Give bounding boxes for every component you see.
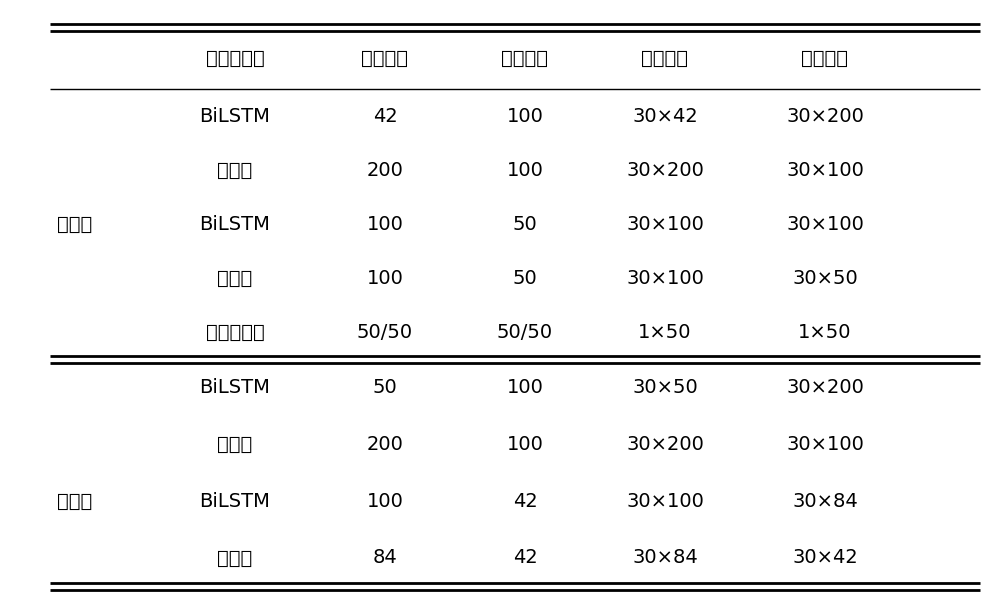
Text: 30×200: 30×200 [786,107,864,125]
Text: 50/50: 50/50 [497,323,553,341]
Text: 42: 42 [513,548,537,567]
Text: 30×200: 30×200 [626,435,704,454]
Text: 30×42: 30×42 [792,548,858,567]
Text: 30×100: 30×100 [786,215,864,233]
Text: 30×100: 30×100 [786,435,864,454]
Text: 50: 50 [373,378,397,397]
Text: 30×50: 30×50 [792,269,858,287]
Text: 线性层: 线性层 [217,161,253,179]
Text: 30×100: 30×100 [626,492,704,511]
Text: BiLSTM: BiLSTM [200,107,270,125]
Text: 30×100: 30×100 [626,215,704,233]
Text: 100: 100 [507,161,543,179]
Text: 50: 50 [513,269,537,287]
Text: 100: 100 [507,435,543,454]
Text: 输入大小: 输入大小 [642,49,688,68]
Text: 重参数化层: 重参数化层 [206,323,264,341]
Text: 30×200: 30×200 [626,161,704,179]
Text: 30×84: 30×84 [792,492,858,511]
Text: 1×50: 1×50 [798,323,852,341]
Text: 输入维度: 输入维度 [362,49,409,68]
Text: 100: 100 [507,378,543,397]
Text: 30×100: 30×100 [626,269,704,287]
Text: 输出大小: 输出大小 [802,49,848,68]
Text: 84: 84 [373,548,397,567]
Text: 30×200: 30×200 [786,378,864,397]
Text: BiLSTM: BiLSTM [200,492,270,511]
Text: 200: 200 [367,435,403,454]
Text: 100: 100 [367,269,403,287]
Text: 网络层类型: 网络层类型 [206,49,264,68]
Text: 42: 42 [373,107,397,125]
Text: 30×84: 30×84 [632,548,698,567]
Text: 线性层: 线性层 [217,269,253,287]
Text: 线性层: 线性层 [217,435,253,454]
Text: 隐藏维度: 隐藏维度 [502,49,548,68]
Text: 线性层: 线性层 [217,548,253,567]
Text: 解码器: 解码器 [57,492,93,511]
Text: 30×100: 30×100 [786,161,864,179]
Text: 30×42: 30×42 [632,107,698,125]
Text: 编码器: 编码器 [57,215,93,233]
Text: 50/50: 50/50 [357,323,413,341]
Text: 1×50: 1×50 [638,323,692,341]
Text: 42: 42 [513,492,537,511]
Text: 200: 200 [367,161,403,179]
Text: 30×50: 30×50 [632,378,698,397]
Text: 100: 100 [367,215,403,233]
Text: 100: 100 [507,107,543,125]
Text: BiLSTM: BiLSTM [200,378,270,397]
Text: 100: 100 [367,492,403,511]
Text: BiLSTM: BiLSTM [200,215,270,233]
Text: 50: 50 [513,215,537,233]
